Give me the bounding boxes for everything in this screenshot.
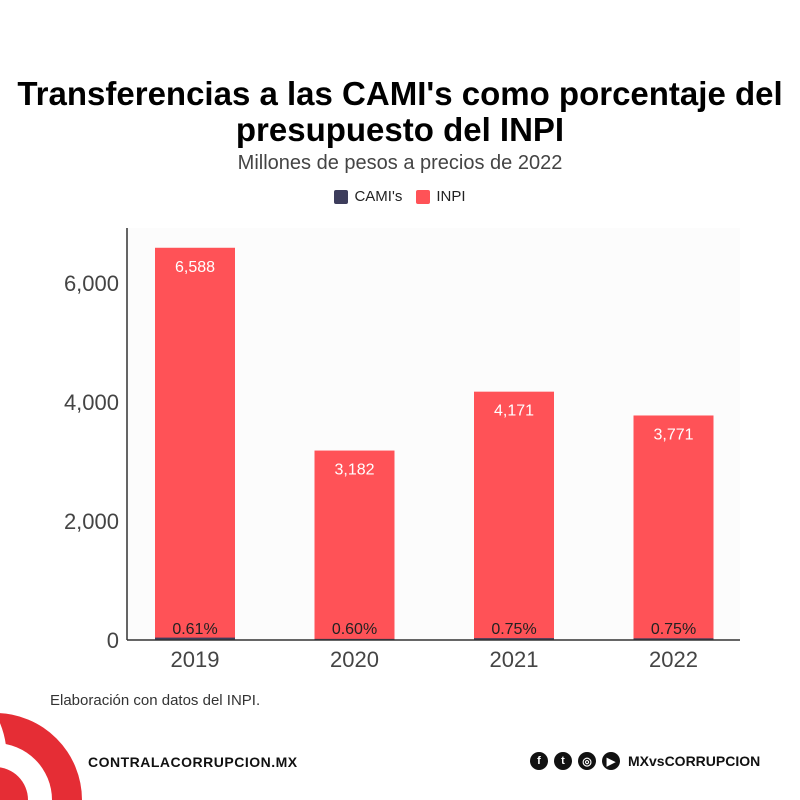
facebook-icon[interactable]: f: [530, 752, 548, 770]
bar-inpi-2021: [474, 391, 554, 640]
x-tick-label: 2022: [649, 647, 698, 672]
social-links: f t ◎ ▶ MXvsCORRUPCION: [530, 752, 760, 770]
bar-camis-2019: [155, 637, 235, 640]
y-tick-label: 4,000: [64, 390, 119, 415]
data-label-inpi: 4,171: [494, 403, 534, 420]
y-tick-label: 0: [107, 628, 119, 653]
data-label-camis: 0.75%: [491, 621, 536, 638]
data-label-camis: 0.61%: [172, 621, 217, 638]
x-tick-label: 2021: [490, 647, 539, 672]
legend-swatch: [416, 189, 431, 204]
data-label-camis: 0.60%: [332, 621, 377, 638]
data-label-inpi: 3,182: [334, 462, 374, 479]
data-label-camis: 0.75%: [651, 621, 696, 638]
brand-logo: [0, 713, 82, 800]
bar-inpi-2022: [633, 415, 714, 640]
y-tick-label: 6,000: [64, 271, 119, 296]
legend-item-inpi[interactable]: INPI: [416, 188, 466, 205]
social-handle[interactable]: MXvsCORRUPCION: [628, 753, 761, 769]
legend-label: CAMI's: [354, 188, 403, 205]
x-tick-label: 2019: [171, 647, 220, 672]
data-label-inpi: 6,588: [175, 259, 215, 276]
instagram-icon[interactable]: ◎: [578, 752, 596, 770]
legend-swatch: [334, 189, 349, 204]
chart-subtitle: Millones de pesos a precios de 2022: [237, 152, 563, 174]
twitter-icon[interactable]: t: [554, 752, 572, 770]
youtube-icon[interactable]: ▶: [602, 752, 620, 770]
source-note: Elaboración con datos del INPI.: [50, 692, 261, 709]
bar-inpi-2019: [155, 247, 235, 640]
bar-chart: 0 2,000 4,000 6,000 6,588 0.61% 2019 3,182 0.60%…: [64, 228, 740, 672]
legend: CAMI's INPI: [0, 188, 800, 205]
legend-label: INPI: [436, 188, 466, 205]
website-link[interactable]: CONTRALACORRUPCION.MX: [88, 754, 298, 770]
bar-camis-2022: [633, 638, 714, 640]
y-tick-label: 2,000: [64, 509, 119, 534]
logo-core: [0, 767, 28, 800]
x-tick-label: 2020: [330, 647, 379, 672]
data-label-inpi: 3,771: [653, 426, 693, 443]
chart-title: Transferencias a las CAMI's como porcent…: [17, 75, 783, 148]
bar-inpi-2020: [314, 450, 395, 640]
bar-camis-2021: [474, 638, 554, 640]
legend-item-camis[interactable]: CAMI's: [334, 188, 402, 205]
